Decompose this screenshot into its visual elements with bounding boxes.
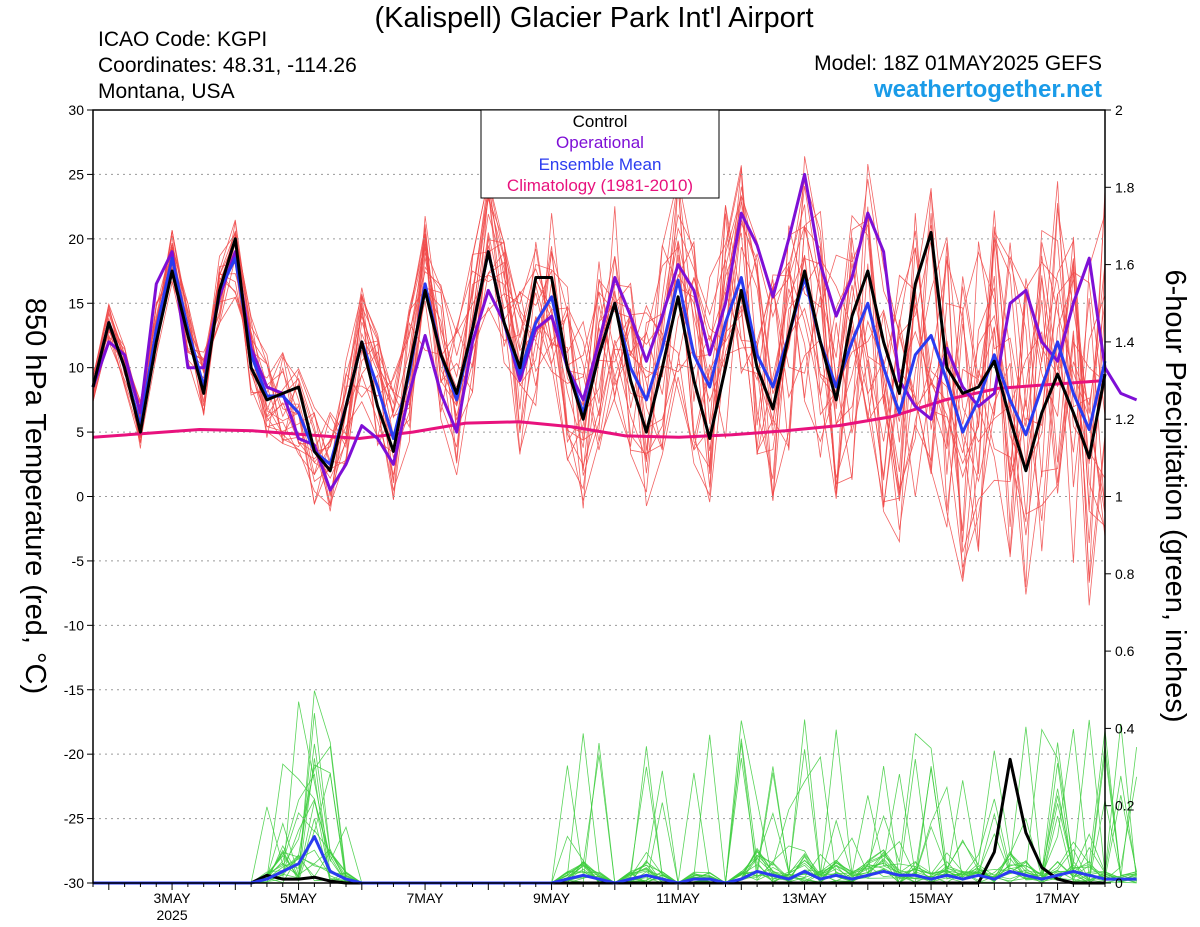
axis-ticks: 302520151050-5-10-15-20-25-3021.81.61.41… [64,102,1135,923]
precipitation-member-line [93,733,1137,884]
left-tick-label: 5 [76,424,84,440]
right-tick-label: 0.4 [1115,720,1135,736]
precipitation-member-line [93,738,1137,884]
precipitation-member-line [93,729,1137,884]
page-title: (Kalispell) Glacier Park Int'l Airport [374,2,814,34]
x-tick-label: 5MAY [280,890,318,906]
temperature-member-line [92,198,1106,583]
x-tick-label: 3MAY [154,890,192,906]
precipitation-member-line [93,701,1137,884]
x-tick-label: 11MAY [656,890,700,906]
series-lines [91,172,1138,885]
precipitation-member-line [93,719,1137,884]
model-info: Model: 18Z 01MAY2025 GEFS [814,52,1102,75]
right-axis-label: 6-hour Precipitation (green, inches) [1159,270,1191,723]
right-tick-label: 2 [1115,102,1123,118]
location: Montana, USA [98,80,235,103]
x-tick-label: 7MAY [407,890,445,906]
temperature-member-line [92,178,1106,563]
precipitation-member-line [93,742,1137,884]
x-tick-year: 2025 [156,907,187,923]
precipitation-member-line [93,745,1137,884]
grid-lines [93,173,1105,820]
right-tick-label: 1.6 [1115,257,1135,273]
precipitation-member-line [93,743,1137,884]
precipitation-member-line [93,763,1137,884]
control-precipitation-line [93,757,1105,885]
precipitation-member-line [93,719,1137,884]
temperature-member-line [92,165,1106,543]
left-tick-label: -5 [72,553,85,569]
right-tick-label: 1.2 [1115,411,1135,427]
precipitation-member-line [93,728,1137,884]
precipitation-member-line [93,743,1137,884]
legend-climatology: Climatology (1981-2010) [507,176,693,195]
left-tick-label: -25 [64,811,84,827]
left-tick-label: -15 [64,682,84,698]
left-tick-label: 15 [68,295,84,311]
legend-operational: Operational [556,133,644,152]
precipitation-member-line [93,764,1137,884]
legend-ensemble-mean: Ensemble Mean [539,155,662,174]
right-tick-label: 1.8 [1115,179,1135,195]
coordinates: Coordinates: 48.31, -114.26 [98,54,357,77]
left-tick-label: 0 [76,489,84,505]
left-tick-label: 30 [68,102,84,118]
icao-code: ICAO Code: KGPI [98,28,268,51]
right-tick-label: 1 [1115,489,1123,505]
legend-box [480,109,720,199]
left-tick-label: -30 [64,875,84,891]
website-link[interactable]: weathertogether.net [873,76,1102,103]
x-tick-label: 13MAY [782,890,828,906]
ensemble-mean-precipitation-line [93,835,1137,885]
left-tick-label: 10 [68,360,84,376]
x-tick-label: 17MAY [1035,890,1081,906]
left-tick-label: 20 [68,231,84,247]
x-tick-label: 15MAY [909,890,955,906]
precipitation-member-line [93,729,1137,884]
precipitation-member-line [93,713,1137,884]
right-tick-label: 0 [1115,875,1123,891]
precipitation-member-line [93,726,1137,884]
precipitation-member-line [93,729,1137,884]
x-tick-label: 9MAY [533,890,571,906]
right-tick-label: 1.4 [1115,334,1135,350]
left-tick-label: -10 [64,617,84,633]
temperature-member-line [92,163,1106,506]
legend-control: Control [573,112,628,131]
left-tick-label: 25 [68,166,84,182]
left-axis-label: 850 hPa Temperature (red, °C) [19,298,51,694]
precipitation-member-line [93,755,1137,884]
legend: Control Operational Ensemble Mean Climat… [480,109,720,199]
left-tick-label: -20 [64,746,84,762]
right-tick-label: 0.6 [1115,643,1135,659]
control-line [91,230,1107,473]
right-tick-label: 0.2 [1115,798,1135,814]
operational-line [91,172,1138,492]
precipitation-ensemble-members [93,690,1137,884]
right-tick-label: 0.8 [1115,566,1135,582]
